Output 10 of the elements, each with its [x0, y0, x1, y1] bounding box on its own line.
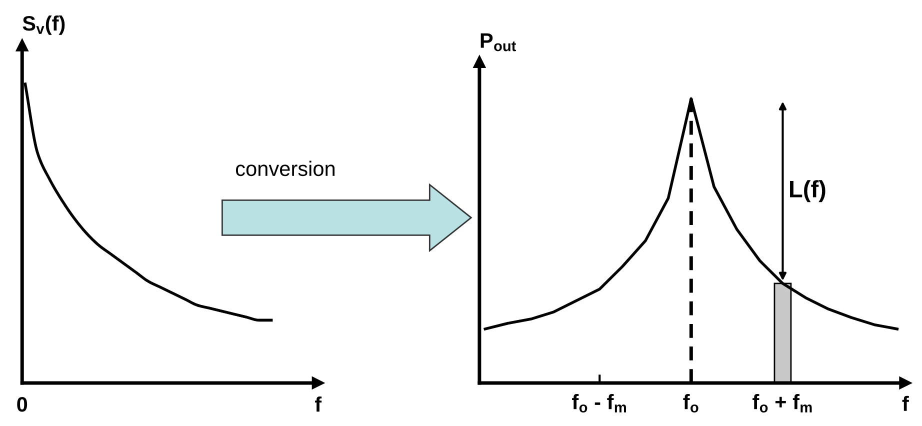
text: 0 — [17, 397, 28, 412]
annotation: conversion — [236, 160, 335, 176]
x-tick-label: f$_{o}$ - f$_{m}$ — [572, 394, 626, 413]
y-axis-title: S$_{v}$(f) — [22, 15, 65, 35]
x-tick-label: f$_{o}$ — [683, 394, 698, 413]
x-axis-title: f — [314, 396, 322, 412]
x-tick-label: f$_{o}$ + f$_{m}$ — [752, 394, 812, 413]
y-axis-title: P$_{out}$ — [480, 33, 516, 52]
x-axis-title: f — [902, 396, 909, 411]
annotation: L(f) — [790, 180, 826, 202]
